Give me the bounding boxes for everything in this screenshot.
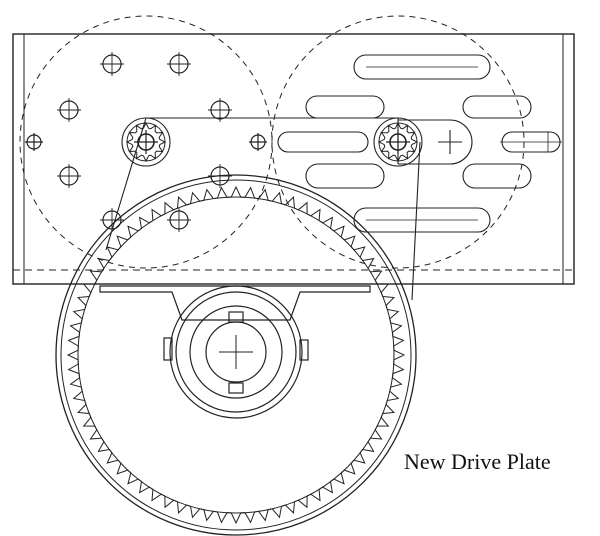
bolt-holes [25,51,267,233]
mounting-plate [12,33,575,285]
drive-sprocket-left [121,117,171,167]
drive-sprocket-right [373,117,423,167]
ring-gear [55,174,417,536]
drawing-caption: New Drive Plate [404,449,551,474]
motor-bracket [99,285,371,419]
adjustment-slots [277,54,562,233]
drive-belt [105,117,421,301]
